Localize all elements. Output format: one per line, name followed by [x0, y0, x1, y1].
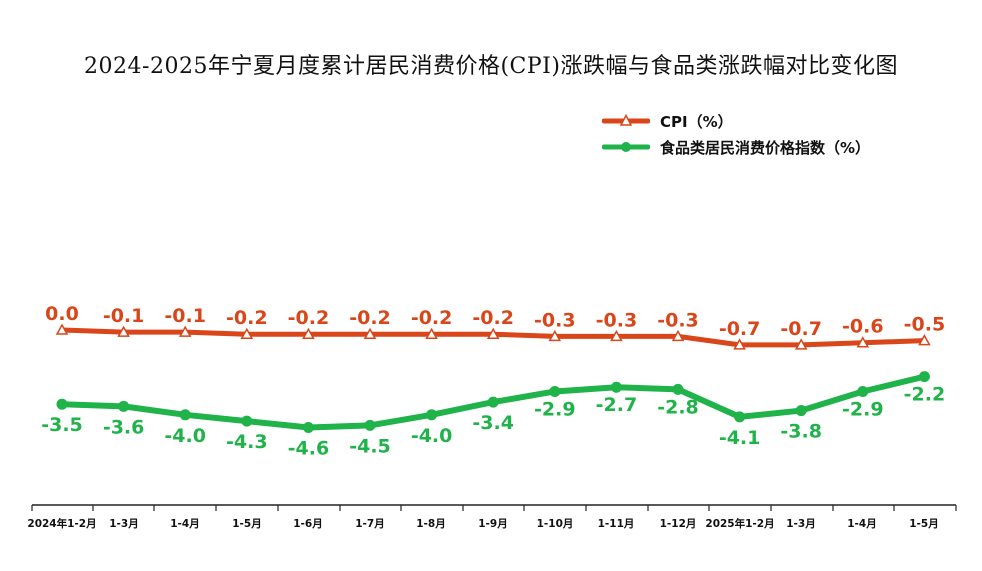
- x-tick-label-10: 1-12月: [660, 518, 697, 530]
- food-data-label-12: -3.8: [780, 421, 822, 443]
- cpi-point-6: [425, 327, 438, 339]
- cpi-data-label-4: -0.2: [288, 307, 330, 329]
- cpi-point-13: [856, 336, 870, 348]
- x-tick-label-2: 1-4月: [170, 518, 199, 530]
- cpi-data-label-12: -0.7: [780, 318, 822, 340]
- food-data-label-7: -3.4: [472, 412, 514, 434]
- food-data-label-1: -3.6: [103, 416, 145, 438]
- legend-label-cpi: CPI（%）: [660, 112, 733, 131]
- x-tick-label-8: 1-10月: [537, 518, 574, 530]
- cpi-point-10: [671, 329, 685, 342]
- food-data-label-3: -4.3: [226, 431, 268, 453]
- cpi-data-label-0: 0.0: [45, 303, 79, 325]
- x-tick-label-3: 1-5月: [232, 518, 261, 530]
- x-tick-label-6: 1-8月: [416, 518, 445, 530]
- food-point-8: [549, 385, 561, 397]
- food-point-0: [56, 398, 68, 410]
- food-data-label-14: -2.2: [904, 384, 946, 406]
- food-point-1: [118, 400, 130, 412]
- food-data-label-5: -4.5: [349, 435, 391, 457]
- food-point-10: [672, 383, 684, 395]
- x-tick-label-0: 2024年1-2月: [27, 517, 96, 530]
- food-data-label-2: -4.0: [164, 425, 206, 447]
- cpi-data-label-11: -0.7: [719, 318, 761, 340]
- cpi-data-label-10: -0.3: [657, 309, 699, 331]
- cpi-point-0: [55, 323, 69, 335]
- cpi-point-9: [610, 329, 623, 342]
- food-data-label-6: -4.0: [411, 425, 453, 447]
- cpi-point-11: [733, 338, 746, 350]
- cpi-point-2: [178, 325, 192, 337]
- cpi-data-label-5: -0.2: [349, 307, 391, 329]
- food-data-label-4: -4.6: [288, 438, 330, 460]
- food-data-label-9: -2.7: [596, 394, 638, 416]
- cpi-data-label-14: -0.5: [904, 314, 946, 336]
- food-data-label-13: -2.9: [842, 398, 884, 420]
- cpi-point-14: [918, 334, 931, 346]
- food-data-label-10: -2.8: [657, 396, 699, 418]
- legend-swatch-food: [602, 142, 650, 152]
- x-tick-label-7: 1-9月: [478, 518, 507, 530]
- food-point-12: [795, 405, 807, 417]
- cpi-data-label-6: -0.2: [411, 307, 453, 329]
- x-tick-label-9: 1-11月: [598, 518, 635, 530]
- x-tick-label-4: 1-6月: [293, 518, 322, 530]
- chart-legend: CPI（%） 食品类居民消费价格指数（%）: [602, 108, 870, 160]
- legend-item-food: 食品类居民消费价格指数（%）: [602, 134, 870, 160]
- x-tick-label-12: 1-3月: [786, 518, 815, 530]
- cpi-point-8: [548, 329, 562, 342]
- food-data-label-8: -2.9: [534, 398, 576, 420]
- food-point-14: [918, 371, 930, 383]
- food-point-9: [610, 381, 622, 393]
- food-point-11: [734, 411, 746, 423]
- x-tick-label-13: 1-4月: [847, 518, 876, 530]
- cpi-point-3: [240, 327, 254, 339]
- cpi-data-label-13: -0.6: [842, 316, 884, 338]
- chart-title: 2024-2025年宁夏月度累计居民消费价格(CPI)涨跌幅与食品类涨跌幅对比变…: [84, 54, 898, 79]
- cpi-data-label-3: -0.2: [226, 307, 268, 329]
- cpi-data-label-8: -0.3: [534, 309, 576, 331]
- cpi-point-1: [117, 325, 130, 337]
- cpi-data-label-7: -0.2: [472, 307, 514, 329]
- food-data-label-0: -3.5: [41, 414, 83, 436]
- x-tick-label-5: 1-7月: [355, 518, 384, 530]
- food-point-13: [857, 385, 869, 397]
- cpi-point-12: [794, 338, 808, 350]
- food-point-7: [487, 396, 499, 408]
- food-point-4: [302, 422, 314, 434]
- food-data-label-11: -4.1: [719, 427, 761, 449]
- cpi-data-label-1: -0.1: [103, 305, 145, 327]
- x-tick-label-11: 2025年1-2月: [705, 517, 774, 530]
- food-point-3: [241, 415, 253, 427]
- x-tick-label-1: 1-3月: [109, 518, 138, 530]
- legend-swatch-cpi: [602, 114, 650, 126]
- cpi-point-4: [302, 327, 315, 339]
- cpi-data-label-2: -0.1: [164, 305, 206, 327]
- x-tick-label-14: 1-5月: [909, 518, 938, 530]
- cpi-point-5: [363, 327, 377, 339]
- food-point-2: [179, 409, 191, 421]
- food-point-6: [426, 409, 438, 421]
- legend-item-cpi: CPI（%）: [602, 108, 870, 134]
- food-point-5: [364, 419, 376, 431]
- legend-label-food: 食品类居民消费价格指数（%）: [660, 138, 871, 157]
- cpi-data-label-9: -0.3: [596, 309, 638, 331]
- cpi-point-7: [486, 327, 500, 339]
